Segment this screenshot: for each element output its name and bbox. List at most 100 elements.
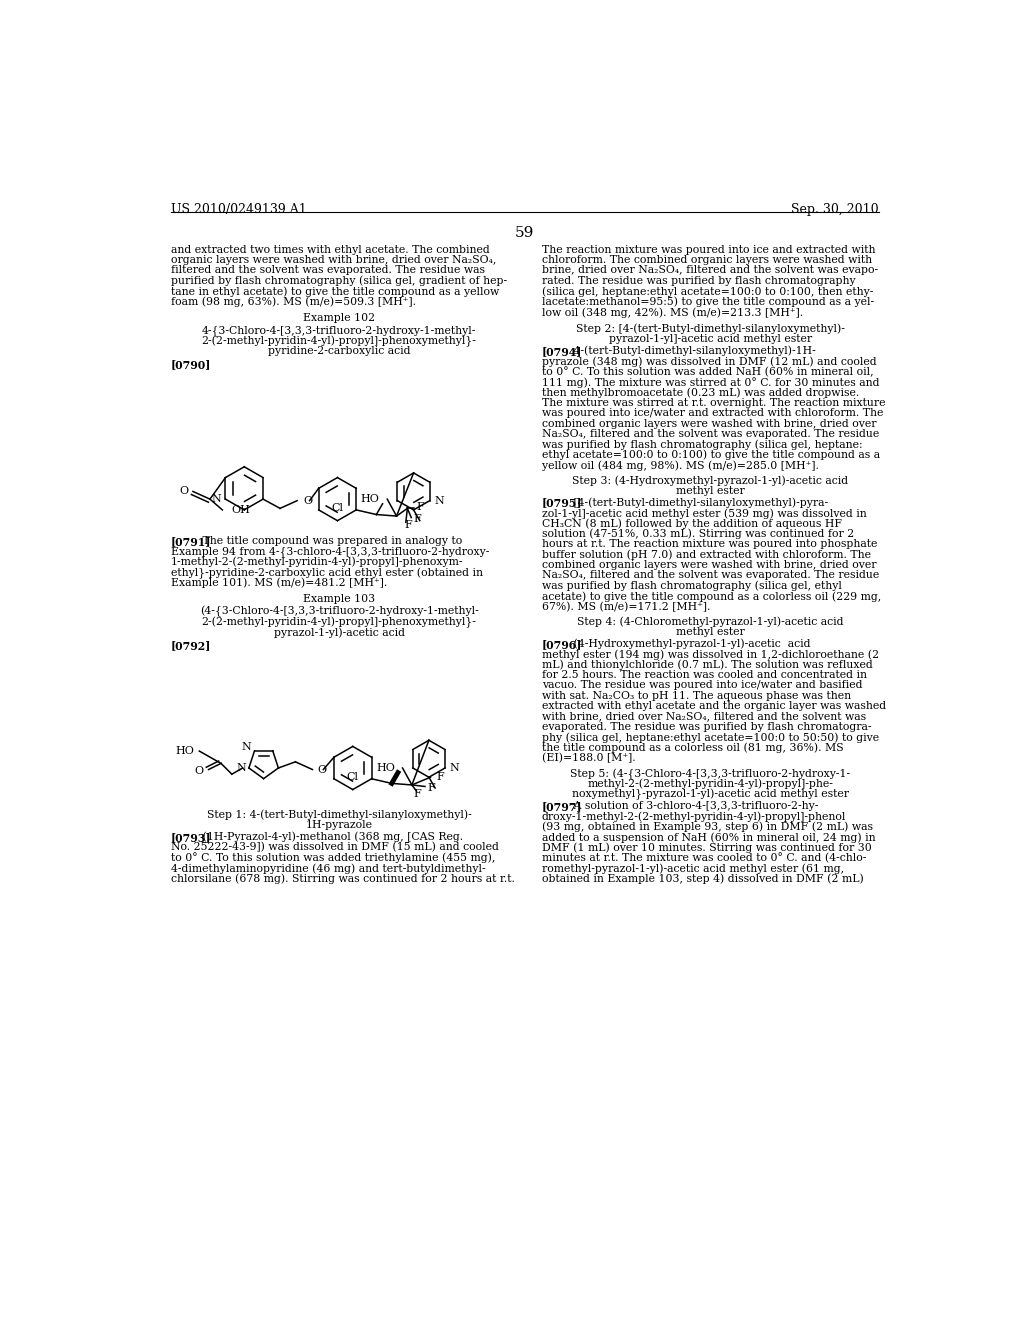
Text: tane in ethyl acetate) to give the title compound as a yellow: tane in ethyl acetate) to give the title… [171, 286, 499, 297]
Text: [0794]: [0794] [542, 346, 583, 356]
Text: romethyl-pyrazol-1-yl)-acetic acid methyl ester (61 mg,: romethyl-pyrazol-1-yl)-acetic acid methy… [542, 863, 844, 874]
Text: (EI)=188.0 [M⁺].: (EI)=188.0 [M⁺]. [542, 754, 636, 763]
Text: [0790]: [0790] [171, 359, 211, 371]
Text: O: O [195, 766, 204, 776]
Text: hours at r.t. The reaction mixture was poured into phosphate: hours at r.t. The reaction mixture was p… [542, 539, 878, 549]
Text: OH: OH [231, 506, 251, 515]
Text: F: F [404, 520, 412, 531]
Text: then methylbromoacetate (0.23 mL) was added dropwise.: then methylbromoacetate (0.23 mL) was ad… [542, 388, 859, 399]
Text: pyrazole (348 mg) was dissolved in DMF (12 mL) and cooled: pyrazole (348 mg) was dissolved in DMF (… [542, 356, 877, 367]
Text: HO: HO [376, 763, 395, 774]
Text: 4-{3-Chloro-4-[3,3,3-trifluoro-2-hydroxy-1-methyl-: 4-{3-Chloro-4-[3,3,3-trifluoro-2-hydroxy… [202, 325, 476, 335]
Text: extracted with ethyl acetate and the organic layer was washed: extracted with ethyl acetate and the org… [542, 701, 886, 711]
Text: 2-(2-methyl-pyridin-4-yl)-propyl]-phenoxymethyl}-: 2-(2-methyl-pyridin-4-yl)-propyl]-phenox… [202, 616, 476, 628]
Text: filtered and the solvent was evaporated. The residue was: filtered and the solvent was evaporated.… [171, 265, 484, 276]
Text: N: N [434, 496, 444, 506]
Text: evaporated. The residue was purified by flash chromatogra-: evaporated. The residue was purified by … [542, 722, 871, 733]
Text: [0792]: [0792] [171, 640, 211, 652]
Text: chloroform. The combined organic layers were washed with: chloroform. The combined organic layers … [542, 255, 872, 265]
Text: Step 3: (4-Hydroxymethyl-pyrazol-1-yl)-acetic acid: Step 3: (4-Hydroxymethyl-pyrazol-1-yl)-a… [572, 475, 849, 486]
Text: Sep. 30, 2010: Sep. 30, 2010 [792, 203, 879, 216]
Text: Na₂SO₄, filtered and the solvent was evaporated. The residue: Na₂SO₄, filtered and the solvent was eva… [542, 570, 879, 581]
Text: methyl ester: methyl ester [676, 486, 744, 495]
Text: ethyl acetate=100:0 to 0:100) to give the title compound as a: ethyl acetate=100:0 to 0:100) to give th… [542, 450, 880, 461]
Text: combined organic layers were washed with brine, dried over: combined organic layers were washed with… [542, 560, 877, 570]
Text: HO: HO [360, 494, 380, 504]
Text: pyridine-2-carboxylic acid: pyridine-2-carboxylic acid [268, 346, 411, 356]
Text: pyrazol-1-yl]-acetic acid methyl ester: pyrazol-1-yl]-acetic acid methyl ester [609, 334, 812, 345]
Text: chlorsilane (678 mg). Stirring was continued for 2 hours at r.t.: chlorsilane (678 mg). Stirring was conti… [171, 874, 514, 884]
Text: The title compound was prepared in analogy to: The title compound was prepared in analo… [199, 536, 462, 546]
Text: The mixture was stirred at r.t. overnight. The reaction mixture: The mixture was stirred at r.t. overnigh… [542, 397, 886, 408]
Text: US 2010/0249139 A1: US 2010/0249139 A1 [171, 203, 306, 216]
Text: was poured into ice/water and extracted with chloroform. The: was poured into ice/water and extracted … [542, 408, 884, 418]
Text: added to a suspension of NaH (60% in mineral oil, 24 mg) in: added to a suspension of NaH (60% in min… [542, 832, 876, 842]
Text: Cl: Cl [332, 503, 343, 513]
Text: Step 4: (4-Chloromethyl-pyrazol-1-yl)-acetic acid: Step 4: (4-Chloromethyl-pyrazol-1-yl)-ac… [578, 616, 844, 627]
Text: foam (98 mg, 63%). MS (m/e)=509.3 [MH⁺].: foam (98 mg, 63%). MS (m/e)=509.3 [MH⁺]. [171, 297, 416, 308]
Text: solution (47-51%, 0.33 mL). Stirring was continued for 2: solution (47-51%, 0.33 mL). Stirring was… [542, 529, 854, 540]
Text: lacetate:methanol=95:5) to give the title compound as a yel-: lacetate:methanol=95:5) to give the titl… [542, 297, 873, 308]
Text: [0796]: [0796] [542, 639, 583, 649]
Text: 4-(tert-Butyl-dimethyl-silanyloxymethyl)-1H-: 4-(tert-Butyl-dimethyl-silanyloxymethyl)… [569, 346, 815, 356]
Text: F: F [436, 772, 444, 783]
Text: A solution of 3-chloro-4-[3,3,3-trifluoro-2-hy-: A solution of 3-chloro-4-[3,3,3-trifluor… [569, 801, 818, 810]
Text: obtained in Example 103, step 4) dissolved in DMF (2 mL): obtained in Example 103, step 4) dissolv… [542, 874, 863, 884]
Text: N: N [242, 742, 252, 752]
Text: F: F [427, 783, 435, 793]
Text: N: N [237, 763, 246, 774]
Text: HO: HO [176, 746, 195, 756]
Text: The reaction mixture was poured into ice and extracted with: The reaction mixture was poured into ice… [542, 244, 876, 255]
Text: F: F [417, 502, 424, 512]
Text: vacuo. The residue was poured into ice/water and basified: vacuo. The residue was poured into ice/w… [542, 681, 862, 690]
Text: to 0° C. To this solution was added triethylamine (455 mg),: to 0° C. To this solution was added trie… [171, 853, 495, 863]
Text: (1H-Pyrazol-4-yl)-methanol (368 mg, [CAS Reg.: (1H-Pyrazol-4-yl)-methanol (368 mg, [CAS… [199, 832, 463, 842]
Text: with brine, dried over Na₂SO₄, filtered and the solvent was: with brine, dried over Na₂SO₄, filtered … [542, 711, 866, 722]
Text: N: N [450, 763, 460, 774]
Text: rated. The residue was purified by flash chromatography: rated. The residue was purified by flash… [542, 276, 855, 286]
Text: was purified by flash chromatography (silica gel, heptane:: was purified by flash chromatography (si… [542, 440, 862, 450]
Text: 4-dimethylaminopyridine (46 mg) and tert-butyldimethyl-: 4-dimethylaminopyridine (46 mg) and tert… [171, 863, 485, 874]
Text: 111 mg). The mixture was stirred at 0° C. for 30 minutes and: 111 mg). The mixture was stirred at 0° C… [542, 378, 880, 388]
Text: methyl-2-(2-methyl-pyridin-4-yl)-propyl]-phe-: methyl-2-(2-methyl-pyridin-4-yl)-propyl]… [588, 779, 834, 789]
Text: Step 2: [4-(tert-Butyl-dimethyl-silanyloxymethyl)-: Step 2: [4-(tert-Butyl-dimethyl-silanylo… [575, 323, 845, 334]
Text: noxymethyl}-pyrazol-1-yl)-acetic acid methyl ester: noxymethyl}-pyrazol-1-yl)-acetic acid me… [572, 789, 849, 800]
Text: methyl ester: methyl ester [676, 627, 744, 638]
Text: (silica gel, heptane:ethyl acetate=100:0 to 0:100, then ethy-: (silica gel, heptane:ethyl acetate=100:0… [542, 286, 873, 297]
Text: yellow oil (484 mg, 98%). MS (m/e)=285.0 [MH⁺].: yellow oil (484 mg, 98%). MS (m/e)=285.0… [542, 461, 819, 471]
Text: and extracted two times with ethyl acetate. The combined: and extracted two times with ethyl aceta… [171, 244, 489, 255]
Text: buffer solution (pH 7.0) and extracted with chloroform. The: buffer solution (pH 7.0) and extracted w… [542, 549, 870, 560]
Text: purified by flash chromatography (silica gel, gradient of hep-: purified by flash chromatography (silica… [171, 276, 507, 286]
Text: with sat. Na₂CO₃ to pH 11. The aqueous phase was then: with sat. Na₂CO₃ to pH 11. The aqueous p… [542, 690, 851, 701]
Text: Step 1: 4-(tert-Butyl-dimethyl-silanyloxymethyl)-: Step 1: 4-(tert-Butyl-dimethyl-silanylox… [207, 809, 472, 820]
Text: No. 25222-43-9]) was dissolved in DMF (15 mL) and cooled: No. 25222-43-9]) was dissolved in DMF (1… [171, 842, 499, 853]
Text: Cl: Cl [347, 772, 358, 781]
Text: O: O [303, 496, 312, 506]
Text: N: N [211, 494, 221, 504]
Text: 1-methyl-2-(2-methyl-pyridin-4-yl)-propyl]-phenoxym-: 1-methyl-2-(2-methyl-pyridin-4-yl)-propy… [171, 557, 463, 568]
Text: zol-1-yl]-acetic acid methyl ester (539 mg) was dissolved in: zol-1-yl]-acetic acid methyl ester (539 … [542, 508, 866, 519]
Text: 59: 59 [515, 226, 535, 240]
Text: mL) and thionylchloride (0.7 mL). The solution was refluxed: mL) and thionylchloride (0.7 mL). The so… [542, 660, 872, 671]
Text: Example 103: Example 103 [303, 594, 375, 605]
Text: F: F [414, 515, 421, 524]
Text: DMF (1 mL) over 10 minutes. Stirring was continued for 30: DMF (1 mL) over 10 minutes. Stirring was… [542, 842, 871, 853]
Text: droxy-1-methyl-2-(2-methyl-pyridin-4-yl)-propyl]-phenol: droxy-1-methyl-2-(2-methyl-pyridin-4-yl)… [542, 812, 846, 822]
Text: [4-(tert-Butyl-dimethyl-silanyloxymethyl)-pyra-: [4-(tert-Butyl-dimethyl-silanyloxymethyl… [569, 498, 827, 508]
Text: Example 102: Example 102 [303, 313, 375, 323]
Text: ethyl}-pyridine-2-carboxylic acid ethyl ester (obtained in: ethyl}-pyridine-2-carboxylic acid ethyl … [171, 568, 482, 578]
Text: (93 mg, obtained in Example 93, step 6) in DMF (2 mL) was: (93 mg, obtained in Example 93, step 6) … [542, 822, 872, 833]
Text: to 0° C. To this solution was added NaH (60% in mineral oil,: to 0° C. To this solution was added NaH … [542, 367, 873, 378]
Text: [0795]: [0795] [542, 498, 583, 508]
Text: methyl ester (194 mg) was dissolved in 1,2-dichloroethane (2: methyl ester (194 mg) was dissolved in 1… [542, 649, 879, 660]
Text: Example 94 from 4-{3-chloro-4-[3,3,3-trifluoro-2-hydroxy-: Example 94 from 4-{3-chloro-4-[3,3,3-tri… [171, 546, 489, 557]
Text: F: F [414, 789, 421, 799]
Text: [0793]: [0793] [171, 832, 211, 842]
Text: phy (silica gel, heptane:ethyl acetate=100:0 to 50:50) to give: phy (silica gel, heptane:ethyl acetate=1… [542, 733, 879, 743]
Text: pyrazol-1-yl)-acetic acid: pyrazol-1-yl)-acetic acid [273, 627, 404, 638]
Text: CH₃CN (8 mL) followed by the addition of aqueous HF: CH₃CN (8 mL) followed by the addition of… [542, 519, 842, 529]
Text: O: O [179, 487, 188, 496]
Text: combined organic layers were washed with brine, dried over: combined organic layers were washed with… [542, 418, 877, 429]
Text: brine, dried over Na₂SO₄, filtered and the solvent was evapo-: brine, dried over Na₂SO₄, filtered and t… [542, 265, 878, 276]
Text: 67%). MS (m/e)=171.2 [MH⁺].: 67%). MS (m/e)=171.2 [MH⁺]. [542, 602, 711, 612]
